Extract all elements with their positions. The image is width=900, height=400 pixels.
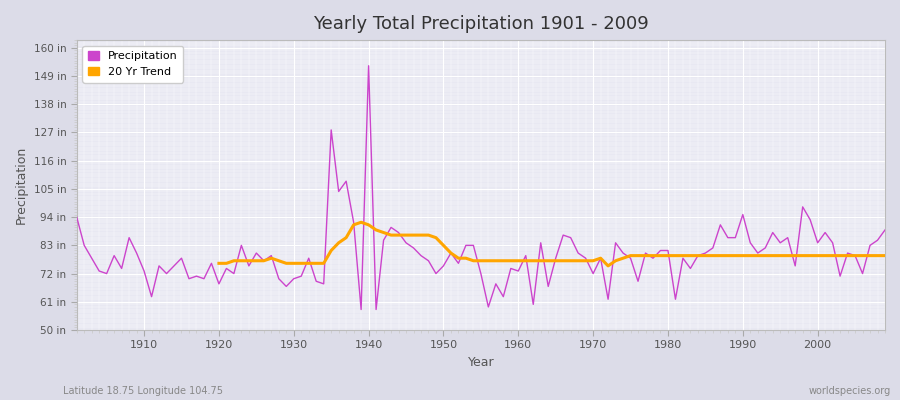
Legend: Precipitation, 20 Yr Trend: Precipitation, 20 Yr Trend xyxy=(82,46,183,82)
Y-axis label: Precipitation: Precipitation xyxy=(15,146,28,224)
Text: Latitude 18.75 Longitude 104.75: Latitude 18.75 Longitude 104.75 xyxy=(63,386,223,396)
Text: worldspecies.org: worldspecies.org xyxy=(809,386,891,396)
Title: Yearly Total Precipitation 1901 - 2009: Yearly Total Precipitation 1901 - 2009 xyxy=(313,15,649,33)
X-axis label: Year: Year xyxy=(467,356,494,369)
